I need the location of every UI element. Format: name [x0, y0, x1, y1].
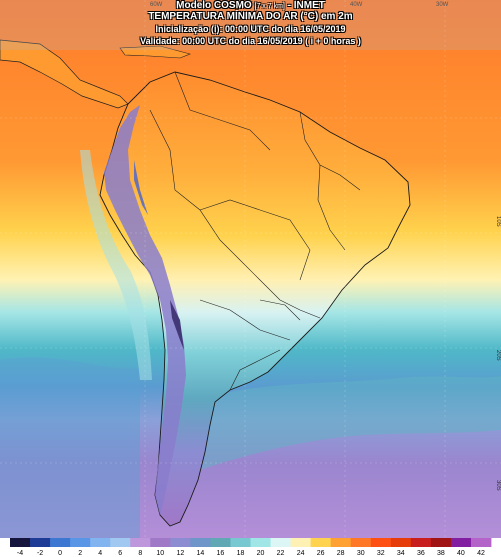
legend-tick-label: 2 — [78, 550, 82, 557]
legend-tick-label: 26 — [317, 550, 325, 557]
legend-tick-label: 0 — [58, 550, 62, 557]
legend-tick-label: 6 — [118, 550, 122, 557]
legend-tick-label: 34 — [397, 550, 405, 557]
legend-swatch — [130, 538, 151, 547]
variable-title: TEMPERATURA MÍNIMA DO AR (°C) em 2m — [148, 11, 353, 22]
andes-peaks — [170, 300, 184, 350]
grid-label-30w: 30W — [436, 2, 449, 8]
legend-swatch — [250, 538, 271, 547]
legend-swatch — [70, 538, 91, 547]
legend-swatch — [210, 538, 231, 547]
legend-swatch — [110, 538, 131, 547]
legend-swatch — [430, 538, 452, 547]
legend-tick-label: 20 — [257, 550, 265, 557]
model-source: - INMET — [287, 0, 325, 11]
legend-tick-label: -2 — [37, 550, 43, 557]
legend-swatch — [30, 538, 51, 547]
legend-swatch — [50, 538, 71, 547]
model-name: Modelo COSMO — [176, 0, 252, 11]
grid-label-40w: 40W — [350, 2, 363, 8]
legend-tick-label: 36 — [417, 550, 425, 557]
legend-swatch — [330, 538, 352, 547]
grid-label-20s: 20S — [495, 350, 501, 361]
legend-swatch — [310, 538, 332, 547]
legend-swatch — [170, 538, 191, 547]
legend-tick-label: 38 — [437, 550, 445, 557]
validity-line: Validade: 00:00 UTC do dia 16/05/2019 ( … — [140, 36, 361, 46]
legend-swatch — [350, 538, 372, 547]
legend-tick-label: -4 — [17, 550, 23, 557]
legend-tick-label: 12 — [176, 550, 184, 557]
legend-tick-label: 42 — [477, 550, 485, 557]
legend-swatch — [470, 538, 492, 547]
legend-swatch — [270, 538, 291, 547]
grid-label-10s: 10S — [495, 216, 501, 227]
legend-swatch — [150, 538, 171, 547]
legend-swatch — [90, 538, 111, 547]
legend-tick-label: 40 — [457, 550, 465, 557]
andes-cold-strip — [104, 105, 186, 515]
model-resolution: [7 x 7 km] — [254, 3, 285, 10]
south-atlantic-cool-tongue — [200, 376, 501, 470]
legend-tick-label: 28 — [337, 550, 345, 557]
header-backdrop — [0, 0, 501, 50]
legend-swatch — [390, 538, 412, 547]
legend-tick-label: 30 — [357, 550, 365, 557]
legend-tick-label: 16 — [217, 550, 225, 557]
color-scale-legend: -4 -2 0 2 4 6 8 10 12 14 16 18 20 22 24 26 28 30 32 34 36 38 4… — [10, 538, 492, 557]
legend-tick-label: 4 — [98, 550, 102, 557]
country-borders — [149, 71, 361, 391]
legend-swatch — [10, 538, 31, 547]
legend-tick-label: 8 — [138, 550, 142, 557]
temperature-map: 60W 50W 40W 30W 10S 20S 30S — [0, 0, 501, 538]
legend-tick-label: 24 — [297, 550, 305, 557]
legend-tick-label: 10 — [156, 550, 164, 557]
grid-label-30s: 30S — [495, 480, 501, 491]
legend-swatch — [450, 538, 472, 547]
lat-lon-grid — [0, 0, 501, 538]
central-america — [0, 39, 129, 109]
legend-swatch — [410, 538, 432, 547]
legend-tick-label: 14 — [197, 550, 205, 557]
initialization-line: Inicialização (i): 00:00 UTC do dia 16/0… — [155, 24, 346, 34]
legend-swatch — [290, 538, 312, 547]
southern-ocean-bands — [0, 357, 140, 538]
legend-tick-label: 22 — [277, 550, 285, 557]
legend-tick-label: 18 — [237, 550, 245, 557]
grid-label-60w: 60W — [150, 2, 163, 8]
coastal-cool-pacific — [80, 150, 152, 380]
legend-swatch — [230, 538, 251, 547]
grid-labels-top: 60W 50W 40W 30W — [150, 2, 449, 8]
grid-labels-right: 10S 20S 30S — [495, 216, 501, 491]
grid-label-50w: 50W — [250, 2, 263, 8]
legend-swatch — [370, 538, 392, 547]
legend-swatch — [190, 538, 211, 547]
andes-peaks-2 — [134, 160, 148, 215]
legend-tick-label: 32 — [377, 550, 385, 557]
caribbean-islands — [119, 45, 191, 59]
model-title: Modelo COSMO [7 x 7 km] - INMET — [0, 0, 501, 11]
